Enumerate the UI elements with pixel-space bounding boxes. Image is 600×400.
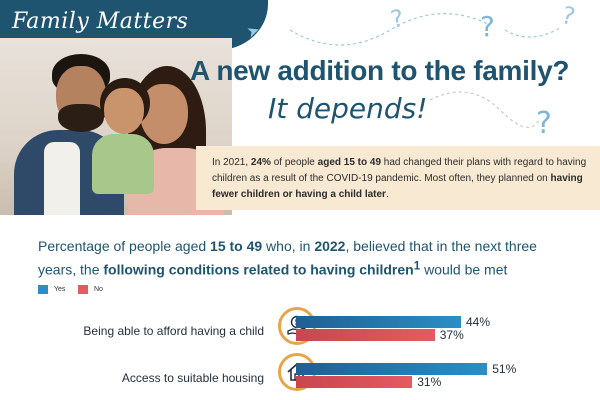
chart-heading-bold: 2022 bbox=[314, 238, 346, 254]
info-text-bold: having fewer children or having a child … bbox=[212, 173, 583, 200]
info-text-part: In 2021, bbox=[212, 157, 251, 168]
chart-heading-bold: following conditions related to having c… bbox=[103, 261, 414, 278]
info-text-bold: aged 15 to 49 bbox=[317, 157, 382, 168]
question-mark-icon: ? bbox=[536, 106, 552, 141]
chart-heading-part: , believed that in the next three years,… bbox=[38, 238, 537, 278]
photo-shape bbox=[44, 142, 80, 215]
info-text-part: of people bbox=[270, 157, 318, 168]
footnote-marker: 1 bbox=[413, 259, 421, 272]
photo-shape bbox=[104, 88, 144, 134]
bar-value-no: 31% bbox=[417, 375, 442, 389]
bar-yes bbox=[296, 316, 461, 328]
bar-no bbox=[296, 329, 435, 341]
chart-heading: Percentage of people aged 15 to 49 who, … bbox=[38, 236, 578, 280]
page-subtitle: It depends! bbox=[268, 92, 428, 125]
info-text-part: had changed their plans with regard to h… bbox=[212, 157, 587, 184]
chart-heading-bold: 15 to 49 bbox=[210, 238, 263, 254]
bar-yes bbox=[296, 363, 488, 375]
legend-swatch-yes bbox=[38, 285, 48, 294]
category-label: Being able to afford having a child bbox=[83, 324, 264, 338]
info-box: In 2021, 24% of people aged 15 to 49 had… bbox=[196, 146, 600, 210]
bar-no bbox=[296, 376, 413, 388]
question-mark-icon: ? bbox=[480, 10, 495, 43]
bar-value-yes: 51% bbox=[492, 362, 517, 376]
info-text: In 2021, 24% of people aged 15 to 49 had… bbox=[212, 155, 598, 203]
photo-shape bbox=[58, 104, 104, 132]
info-text-part: . bbox=[385, 189, 389, 200]
bar-value-no: 37% bbox=[439, 328, 464, 342]
legend-label-no: No bbox=[94, 286, 103, 293]
legend-swatch-no bbox=[78, 285, 88, 294]
chart-heading-part: Percentage of people aged bbox=[38, 238, 211, 254]
family-photo bbox=[0, 38, 232, 215]
category-label: Access to suitable housing bbox=[121, 371, 264, 385]
chart-heading-part: would be met bbox=[420, 261, 508, 278]
banner-title: Family Matters bbox=[12, 9, 189, 34]
chart-heading-part: who, in bbox=[262, 238, 315, 254]
info-text-bold: 24% bbox=[250, 157, 271, 168]
bar-value-yes: 44% bbox=[466, 315, 491, 329]
page-title: A new addition to the family? bbox=[190, 55, 570, 86]
dotted-path-doodle bbox=[289, 13, 561, 128]
photo-shape bbox=[92, 134, 154, 194]
legend-label-yes: Yes bbox=[54, 286, 66, 293]
